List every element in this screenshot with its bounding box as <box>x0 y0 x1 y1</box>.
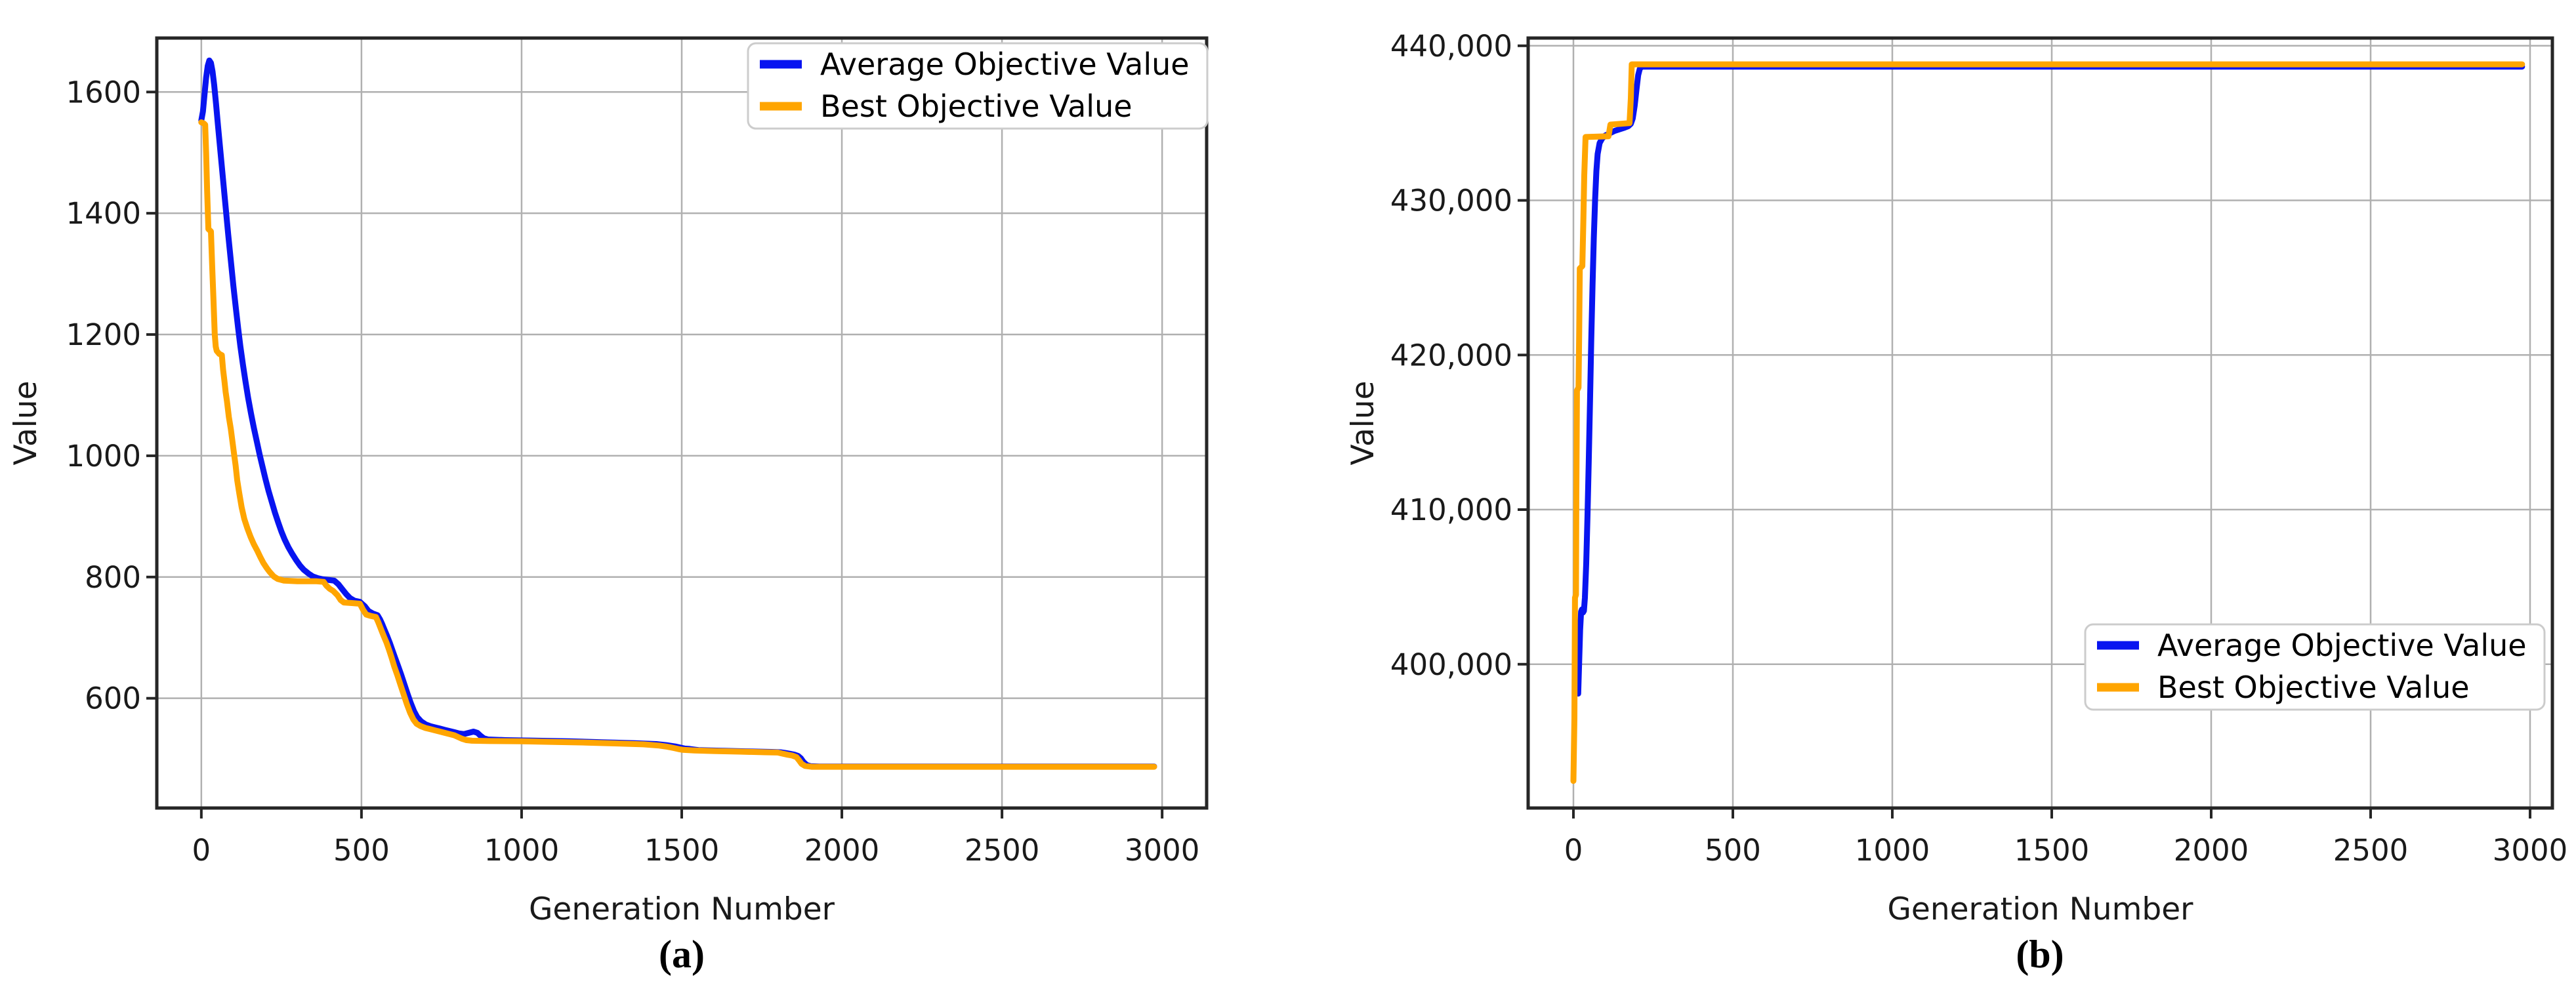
chart-a-canvas: 0 500 1000 1500 2000 2500 3000 600 800 1000 1200 14… <box>8 36 1209 927</box>
average-objective-curve <box>198 57 1157 770</box>
x-tick-label: 1000 <box>1855 833 1930 868</box>
y-axis-title: Value <box>1345 380 1381 465</box>
y-tick-label: 1400 <box>66 196 141 231</box>
chart-b-canvas: 0 500 1000 1500 2000 2500 3000 400,000 410,000 42… <box>1345 29 2568 927</box>
x-tick-label: 2000 <box>2174 833 2249 868</box>
y-tick-label: 420,000 <box>1390 338 1512 373</box>
x-tick-label: 1000 <box>484 833 560 868</box>
x-tick-label: 3000 <box>1125 833 1200 868</box>
y-tick-label: 800 <box>85 560 141 595</box>
x-tick-label: 2500 <box>965 833 1040 868</box>
subfigure-b-caption: (b) <box>2016 933 2064 976</box>
x-tick-label: 1500 <box>644 833 720 868</box>
y-tick-label: 430,000 <box>1390 184 1512 218</box>
y-tick-label: 400,000 <box>1390 647 1512 682</box>
y-tick-label: 410,000 <box>1390 493 1512 527</box>
plot-border <box>1526 36 2554 810</box>
x-tick-label: 2500 <box>2333 833 2409 868</box>
legend-label: Best Objective Value <box>820 89 1132 124</box>
x-tick-label: 2000 <box>804 833 880 868</box>
y-tick-label: 440,000 <box>1390 29 1512 64</box>
legend-box <box>747 42 1209 130</box>
y-tick-label: 600 <box>85 681 141 716</box>
x-axis-title: Generation Number <box>1888 891 2194 927</box>
subfigure-a-caption: (a) <box>659 933 705 976</box>
x-tick-label: 500 <box>1705 833 1761 868</box>
x-axis-title: Generation Number <box>529 891 835 927</box>
y-tick-label: 1000 <box>66 439 141 474</box>
x-tick-label: 0 <box>192 833 211 868</box>
legend-label: Average Objective Value <box>820 47 1190 82</box>
x-tick-label: 1500 <box>2014 833 2090 868</box>
best-objective-curve <box>1570 61 2525 784</box>
subfigure-b: 0 500 1000 1500 2000 2500 3000 400,000 410,000 42… <box>1288 0 2576 991</box>
legend-box <box>2084 623 2546 711</box>
x-tick-label: 500 <box>333 833 390 868</box>
legend-label: Average Objective Value <box>2157 628 2527 663</box>
y-tick-label: 1200 <box>66 317 141 352</box>
y-axis-title: Value <box>8 380 44 465</box>
x-tick-label: 3000 <box>2493 833 2568 868</box>
average-objective-curve <box>1575 64 2525 697</box>
legend-label: Best Objective Value <box>2157 670 2470 705</box>
x-tick-label: 0 <box>1564 833 1583 868</box>
best-objective-curve <box>198 119 1157 770</box>
subfigure-a: 0 500 1000 1500 2000 2500 3000 600 800 1000 1200 14… <box>8 36 1209 976</box>
y-tick-label: 1600 <box>66 75 141 110</box>
